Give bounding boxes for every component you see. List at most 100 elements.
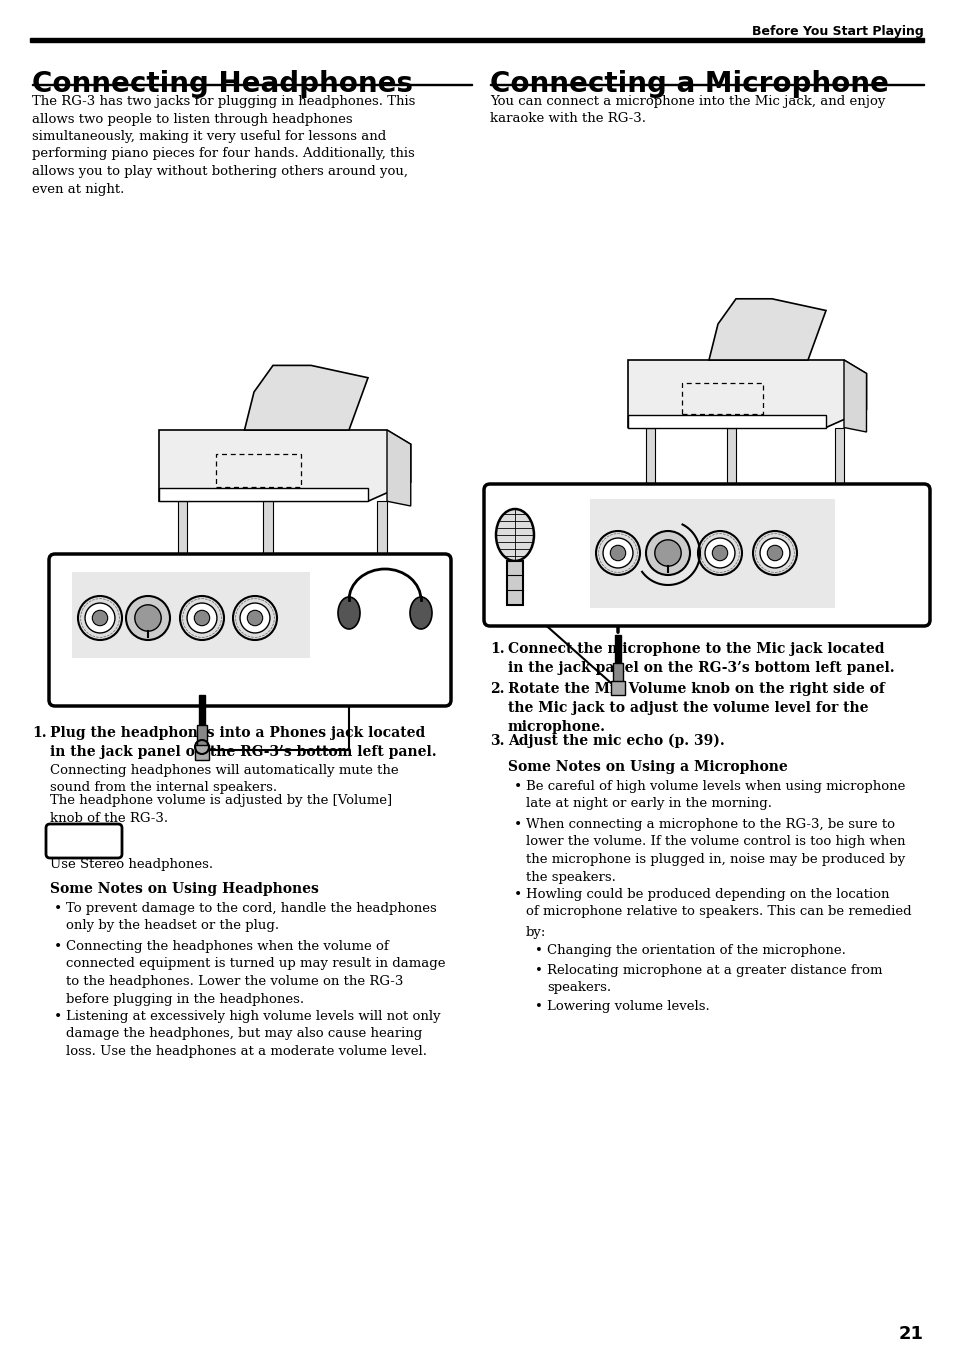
Circle shape (602, 538, 632, 567)
Bar (615, 635, 620, 663)
Text: You can connect a microphone into the Mic jack, and enjoy
karaoke with the RG-3.: You can connect a microphone into the Mi… (490, 95, 884, 126)
Text: •: • (535, 1000, 542, 1013)
Circle shape (78, 596, 122, 640)
Bar (263, 613, 273, 628)
Bar (278, 613, 288, 628)
Bar (215, 454, 301, 486)
Bar (610, 681, 624, 694)
Bar (199, 694, 205, 725)
Text: Changing the orientation of the microphone.: Changing the orientation of the micropho… (546, 944, 845, 957)
Bar (708, 516, 753, 535)
Bar (627, 415, 825, 427)
Text: ——Phones——: ——Phones—— (185, 577, 259, 586)
Circle shape (610, 546, 625, 561)
Bar (30, 38, 923, 42)
Text: Rotate the Mic Volume knob on the right side of
the Mic jack to adjust the volum: Rotate the Mic Volume knob on the right … (507, 682, 884, 734)
Bar (645, 427, 655, 517)
Text: 2.: 2. (490, 682, 504, 696)
Circle shape (240, 603, 270, 634)
Text: ——Phones——: ——Phones—— (703, 503, 778, 513)
Text: •: • (514, 888, 521, 902)
Text: •: • (54, 940, 62, 954)
Text: Be careful of high volume levels when using microphone
late at night or early in: Be careful of high volume levels when us… (525, 780, 904, 811)
Circle shape (596, 531, 639, 576)
Circle shape (836, 512, 846, 523)
Circle shape (752, 531, 796, 576)
Text: When connecting a microphone to the RG-3, be sure to
lower the volume. If the vo: When connecting a microphone to the RG-3… (525, 817, 904, 884)
Circle shape (233, 596, 276, 640)
Text: To prevent damage to the cord, handle the headphones
only by the headset or the : To prevent damage to the cord, handle th… (66, 902, 436, 932)
Ellipse shape (410, 597, 432, 630)
Bar (740, 534, 750, 547)
Text: 1.: 1. (32, 725, 47, 740)
Text: Some Notes on Using a Microphone: Some Notes on Using a Microphone (507, 761, 787, 774)
Text: •: • (535, 944, 542, 957)
Bar (178, 501, 188, 596)
Text: Mic Volume: Mic Volume (121, 577, 177, 586)
Text: Some Notes on Using Headphones: Some Notes on Using Headphones (50, 882, 318, 896)
Text: Connecting a Microphone: Connecting a Microphone (490, 70, 888, 99)
Text: Use Stereo headphones.: Use Stereo headphones. (50, 858, 213, 871)
FancyBboxPatch shape (49, 554, 451, 707)
Bar (589, 499, 834, 608)
Text: Connecting Headphones: Connecting Headphones (32, 70, 413, 99)
Bar (613, 663, 622, 684)
Text: Mic: Mic (88, 577, 105, 586)
Text: The headphone volume is adjusted by the [Volume]
knob of the RG-3.: The headphone volume is adjusted by the … (50, 794, 392, 824)
Text: Before You Start Playing: Before You Start Playing (752, 26, 923, 38)
Bar (712, 534, 720, 547)
Circle shape (712, 546, 727, 561)
Text: •: • (514, 780, 521, 794)
Circle shape (134, 605, 161, 631)
Text: Mic: Mic (603, 503, 620, 513)
Circle shape (187, 603, 216, 634)
Circle shape (126, 596, 170, 640)
Circle shape (766, 546, 781, 561)
Text: •: • (54, 902, 62, 916)
Bar (726, 534, 735, 547)
Text: Plug the headphones into a Phones jack located
in the jack panel on the RG-3’s b: Plug the headphones into a Phones jack l… (50, 725, 436, 759)
Text: Listening at excessively high volume levels will not only
damage the headphones,: Listening at excessively high volume lev… (66, 1011, 440, 1058)
Text: •: • (514, 817, 521, 832)
Bar (681, 382, 762, 413)
Circle shape (379, 590, 391, 603)
Bar (263, 501, 273, 596)
Bar (194, 744, 209, 761)
Bar (196, 725, 207, 747)
Polygon shape (387, 430, 411, 507)
Circle shape (180, 596, 224, 640)
Polygon shape (843, 359, 865, 432)
Circle shape (92, 611, 108, 626)
Text: Connecting the headphones when the volume of
connected equipment is turned up ma: Connecting the headphones when the volum… (66, 940, 445, 1005)
Text: 21: 21 (898, 1325, 923, 1343)
Text: Connecting headphones will automatically mute the
sound from the internal speake: Connecting headphones will automatically… (50, 765, 398, 794)
Text: Mic Volume: Mic Volume (638, 503, 693, 513)
Circle shape (645, 531, 689, 576)
Circle shape (247, 611, 262, 626)
Text: Connect the microphone to the Mic jack located
in the jack panel on the RG-3’s b: Connect the microphone to the Mic jack l… (507, 642, 894, 676)
Text: Howling could be produced depending on the location
of microphone relative to sp: Howling could be produced depending on t… (525, 888, 911, 919)
Bar (71, 571, 310, 658)
Text: Adjust the mic echo (p. 39).: Adjust the mic echo (p. 39). (507, 734, 724, 748)
FancyBboxPatch shape (46, 824, 122, 858)
Bar (377, 501, 387, 596)
Ellipse shape (496, 509, 534, 561)
Polygon shape (244, 365, 368, 430)
Circle shape (760, 538, 789, 567)
Text: Relocating microphone at a greater distance from
speakers.: Relocating microphone at a greater dista… (546, 965, 882, 994)
Text: Lowering volume levels.: Lowering volume levels. (546, 1000, 709, 1013)
FancyBboxPatch shape (483, 484, 929, 626)
Bar (244, 594, 292, 615)
Text: 3.: 3. (490, 734, 504, 748)
Bar (159, 488, 368, 501)
Circle shape (698, 531, 741, 576)
Bar (506, 561, 522, 605)
Text: The RG-3 has two jacks for plugging in headphones. This
allows two people to lis: The RG-3 has two jacks for plugging in h… (32, 95, 415, 196)
Text: •: • (535, 965, 542, 977)
Bar (32, 84, 472, 85)
Bar (627, 362, 843, 373)
Circle shape (177, 590, 189, 603)
Bar (726, 427, 735, 517)
Bar (834, 427, 843, 517)
Circle shape (644, 512, 656, 523)
